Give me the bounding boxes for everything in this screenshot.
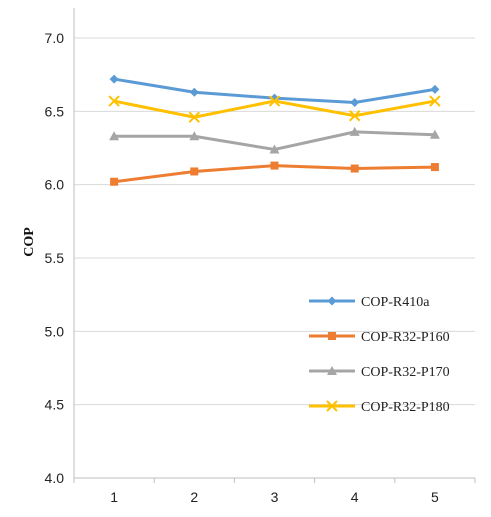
data-point [350, 164, 359, 173]
data-point [349, 126, 360, 136]
axes [73, 8, 476, 483]
legend-marker [326, 400, 338, 412]
data-point [429, 129, 440, 139]
x-tick-label: 1 [110, 489, 118, 505]
y-tick-label: 5.0 [45, 323, 65, 339]
legend-marker [327, 296, 337, 306]
legend: COP-R410a COP-R32-P160 COP-R32-P170 COP-R32… [309, 295, 450, 415]
legend-label: COP-R32-P170 [361, 365, 450, 380]
x-tick-label: 2 [190, 489, 198, 505]
legend-marker [328, 332, 336, 340]
series-COP-R32-P180 [108, 95, 441, 123]
x-tick-label: 4 [351, 489, 359, 505]
x-tick-label: 5 [431, 489, 439, 505]
x-tick-label: 3 [271, 489, 279, 505]
data-point [188, 111, 201, 123]
data-point [108, 95, 120, 107]
y-tick-label: 4.0 [45, 470, 65, 486]
grid-lines [74, 37, 475, 406]
data-point [189, 87, 199, 97]
y-tick-label: 7.0 [45, 30, 65, 46]
legend-item: COP-R32-P170 [309, 365, 450, 380]
data-point [348, 110, 361, 122]
tick-labels: 4.0 4.5 5.0 5.5 6.0 6.5 7.0 1 2 3 4 5 [45, 30, 439, 505]
series-COP-R32-P170 [109, 126, 440, 154]
legend-label: COP-R410a [361, 295, 430, 310]
data-point [270, 161, 279, 170]
y-tick-label: 4.5 [45, 397, 65, 413]
legend-label: COP-R32-P160 [361, 330, 450, 345]
y-axis-title: COP [22, 227, 37, 257]
series-line [113, 99, 436, 119]
y-tick-label: 6.0 [45, 177, 65, 193]
legend-item: COP-R32-P160 [309, 330, 450, 345]
data-point [109, 74, 119, 84]
legend-marker [327, 366, 337, 375]
y-tick-label: 6.5 [45, 103, 65, 119]
data-point [109, 131, 120, 141]
data-point [350, 98, 360, 108]
data-point [429, 95, 441, 107]
legend-item: COP-R32-P180 [309, 400, 450, 415]
data-point [189, 131, 200, 141]
y-tick-label: 5.5 [45, 250, 65, 266]
series-COP-R410a [109, 74, 440, 108]
data-point [430, 84, 440, 94]
data-point [268, 95, 281, 107]
data-point [190, 167, 199, 176]
series-COP-R32-P160 [110, 161, 439, 186]
legend-label: COP-R32-P180 [361, 400, 450, 415]
data-point [269, 144, 280, 154]
series-lines [108, 74, 441, 186]
data-point [430, 163, 439, 172]
legend-item: COP-R410a [309, 295, 430, 310]
data-point [110, 177, 119, 186]
